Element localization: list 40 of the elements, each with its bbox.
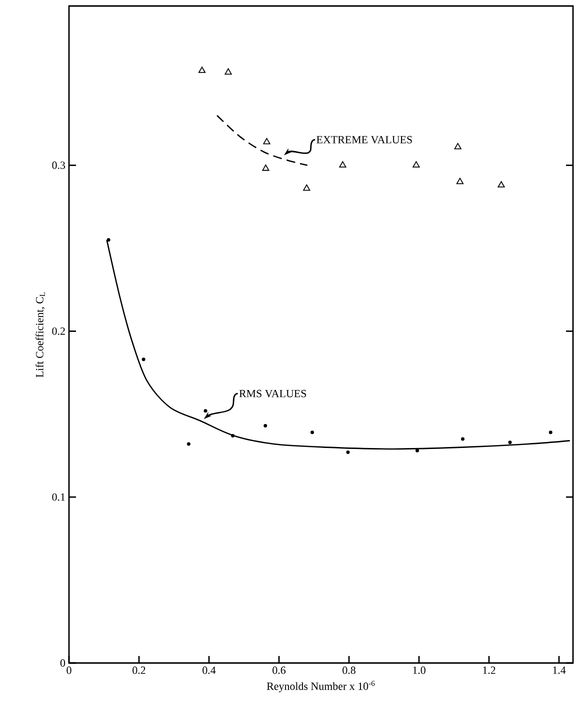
point — [508, 440, 512, 444]
x-tick-label: 0.2 — [132, 666, 146, 674]
point — [142, 358, 146, 362]
point — [106, 238, 110, 242]
point — [454, 142, 462, 150]
x-tick-label: 0.4 — [202, 666, 216, 674]
x-tick-label: 1.4 — [553, 666, 566, 674]
point — [231, 434, 235, 438]
x-tick-label: 0.8 — [342, 666, 356, 674]
point — [461, 437, 464, 441]
point — [263, 138, 270, 144]
annotation: EXTREME VALUES — [316, 136, 412, 144]
point — [548, 430, 552, 434]
line-series — [106, 239, 571, 450]
x-tick-label: 0 — [66, 666, 72, 674]
y-tick-label: 0.1 — [52, 493, 65, 501]
point — [303, 184, 310, 191]
point — [456, 178, 464, 184]
y-tick-label: 0.3 — [52, 162, 66, 169]
point — [339, 161, 346, 168]
x-tick-label: 1.0 — [413, 666, 426, 674]
point — [412, 161, 420, 168]
x-axis-title: Reynolds Number x 10$^{-6}$ — [266, 680, 375, 692]
point — [198, 66, 206, 73]
annotation: RMS VALUES — [239, 390, 306, 398]
line-series — [216, 114, 308, 166]
point — [186, 442, 190, 446]
point — [310, 430, 314, 434]
point — [264, 424, 268, 428]
y-tick-label: 0.2 — [52, 327, 65, 335]
point — [416, 448, 419, 452]
point — [224, 68, 232, 75]
x-tick-label: 0.6 — [272, 666, 286, 674]
point — [346, 450, 350, 454]
point — [204, 409, 208, 413]
y-tick-label: 0 — [60, 659, 66, 667]
point — [498, 181, 505, 188]
point — [262, 164, 270, 171]
x-tick-label: 1.2 — [483, 666, 496, 674]
y-axis-title: Lift Coefficient, C$_{L}$ — [36, 292, 45, 378]
